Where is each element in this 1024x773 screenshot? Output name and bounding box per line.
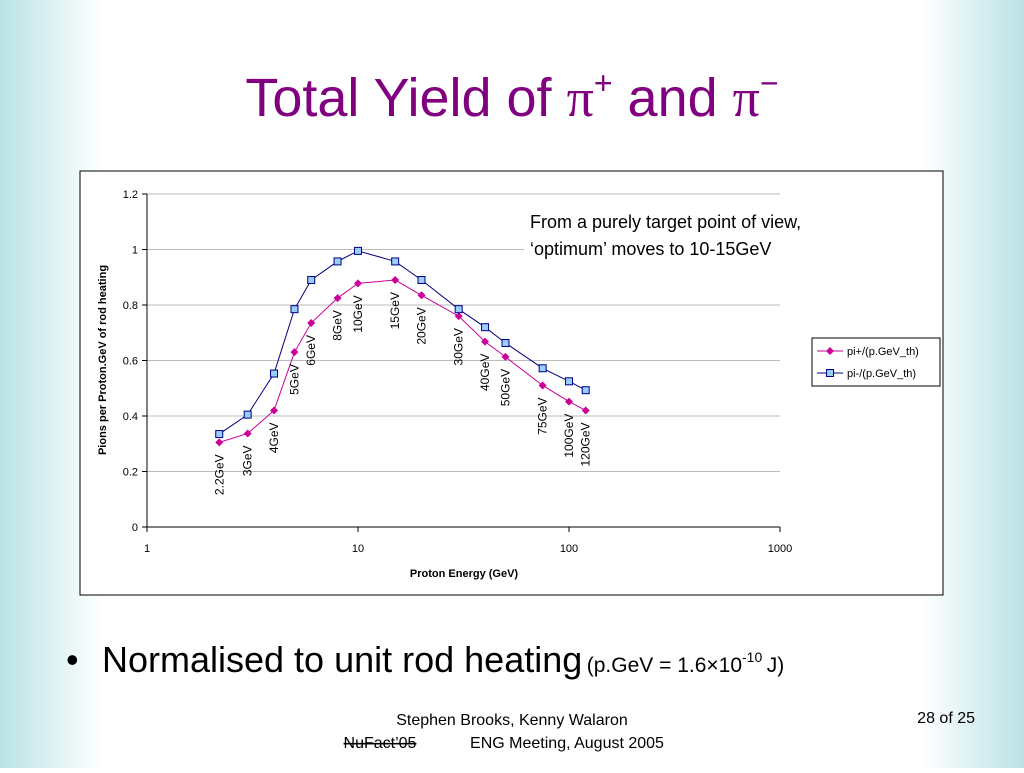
marker bbox=[270, 406, 279, 415]
y-tick-label: 0 bbox=[132, 522, 138, 534]
point-label: 4GeV bbox=[267, 422, 281, 453]
marker bbox=[565, 377, 573, 386]
y-axis-label: Pions per Proton.GeV of rod heating bbox=[97, 265, 109, 455]
marker bbox=[307, 319, 316, 328]
marker bbox=[481, 337, 490, 346]
marker bbox=[333, 294, 342, 303]
marker bbox=[354, 246, 362, 255]
point-label: 100GeV bbox=[562, 414, 576, 458]
footer-authors: Stephen Brooks, Kenny Walaron bbox=[396, 712, 628, 729]
bullet-exponent: -10 bbox=[742, 649, 762, 665]
marker bbox=[243, 429, 252, 438]
x-tick-label: 1000 bbox=[768, 543, 792, 555]
bullet-text: Normalised to unit rod heating bbox=[102, 639, 582, 680]
point-label: 6GeV bbox=[304, 335, 318, 366]
marker bbox=[270, 369, 279, 378]
marker bbox=[538, 364, 547, 373]
annotation: ‘optimum’ moves to 10-15GeV bbox=[530, 239, 771, 259]
marker bbox=[454, 312, 463, 321]
y-tick-label: 0.8 bbox=[123, 300, 138, 312]
legend-label: pi+/(p.GeV_th) bbox=[847, 346, 919, 358]
point-label: 50GeV bbox=[498, 369, 512, 406]
bullet-note: J) bbox=[767, 654, 785, 677]
marker bbox=[333, 257, 342, 266]
chart: 0 0.2 0.4 0.6 0.8 1 1.2 1 10 100 1000 Proton Energy… bbox=[97, 189, 941, 580]
point-label: 40GeV bbox=[478, 354, 492, 391]
bullet-note: (p.GeV = 1.6×10 bbox=[587, 654, 742, 677]
page-number: 28 of 25 bbox=[917, 710, 975, 727]
y-tick-label: 0.4 bbox=[123, 411, 138, 423]
y-tick-label: 1.2 bbox=[123, 189, 138, 201]
legend-marker bbox=[826, 347, 834, 355]
point-label: 30GeV bbox=[452, 328, 466, 365]
marker bbox=[354, 279, 362, 288]
marker bbox=[565, 397, 573, 406]
annotation: From a purely target point of view, bbox=[530, 212, 801, 232]
legend-marker bbox=[826, 369, 834, 377]
legend-label: pi-/(p.GeV_th) bbox=[847, 368, 916, 380]
marker bbox=[215, 430, 224, 439]
point-label: 5GeV bbox=[287, 364, 301, 395]
slide-title: Total Yield of π+ and π− bbox=[245, 46, 778, 128]
footer-struck: NuFact’05 bbox=[344, 735, 417, 752]
marker bbox=[391, 276, 400, 285]
annotation-box bbox=[524, 204, 916, 266]
title-sup: + bbox=[594, 65, 613, 101]
x-axis-label: Proton Energy (GeV) bbox=[410, 568, 519, 580]
marker bbox=[454, 305, 463, 314]
marker bbox=[501, 339, 510, 348]
point-label: 75GeV bbox=[536, 397, 550, 434]
y-tick-label: 1 bbox=[132, 245, 138, 257]
point-label: 3GeV bbox=[241, 445, 255, 476]
marker bbox=[417, 291, 426, 300]
marker bbox=[391, 257, 400, 266]
x-tick-label: 1 bbox=[144, 543, 150, 555]
bullet: Normalised to unit rod heating (p.GeV = … bbox=[102, 639, 784, 680]
marker bbox=[481, 323, 490, 332]
marker bbox=[290, 305, 299, 314]
point-label: 20GeV bbox=[415, 307, 429, 344]
marker bbox=[501, 352, 510, 361]
marker bbox=[538, 381, 547, 390]
marker bbox=[215, 438, 224, 447]
footer-event: ENG Meeting, August 2005 bbox=[470, 735, 664, 752]
point-label: 8GeV bbox=[331, 310, 345, 341]
bullet-dot: • bbox=[66, 639, 79, 680]
title-pi: π bbox=[733, 68, 760, 128]
title-text: Total Yield of bbox=[245, 68, 552, 128]
title-pi: π bbox=[567, 68, 594, 128]
point-label: 10GeV bbox=[351, 295, 365, 332]
y-tick-label: 0.2 bbox=[123, 467, 138, 479]
point-label: 2.2GeV bbox=[212, 454, 226, 495]
title-sup: − bbox=[760, 65, 779, 101]
marker bbox=[581, 406, 590, 415]
legend-box bbox=[811, 337, 941, 387]
y-tick-label: 0.6 bbox=[123, 356, 138, 368]
marker bbox=[243, 410, 252, 419]
marker bbox=[417, 276, 426, 285]
point-label: 15GeV bbox=[388, 292, 402, 329]
marker bbox=[307, 276, 316, 285]
x-tick-label: 100 bbox=[560, 543, 578, 555]
marker bbox=[290, 348, 299, 357]
point-label: 120GeV bbox=[579, 422, 593, 466]
title-text: and bbox=[628, 68, 718, 128]
marker bbox=[581, 386, 590, 395]
x-tick-label: 10 bbox=[352, 543, 364, 555]
